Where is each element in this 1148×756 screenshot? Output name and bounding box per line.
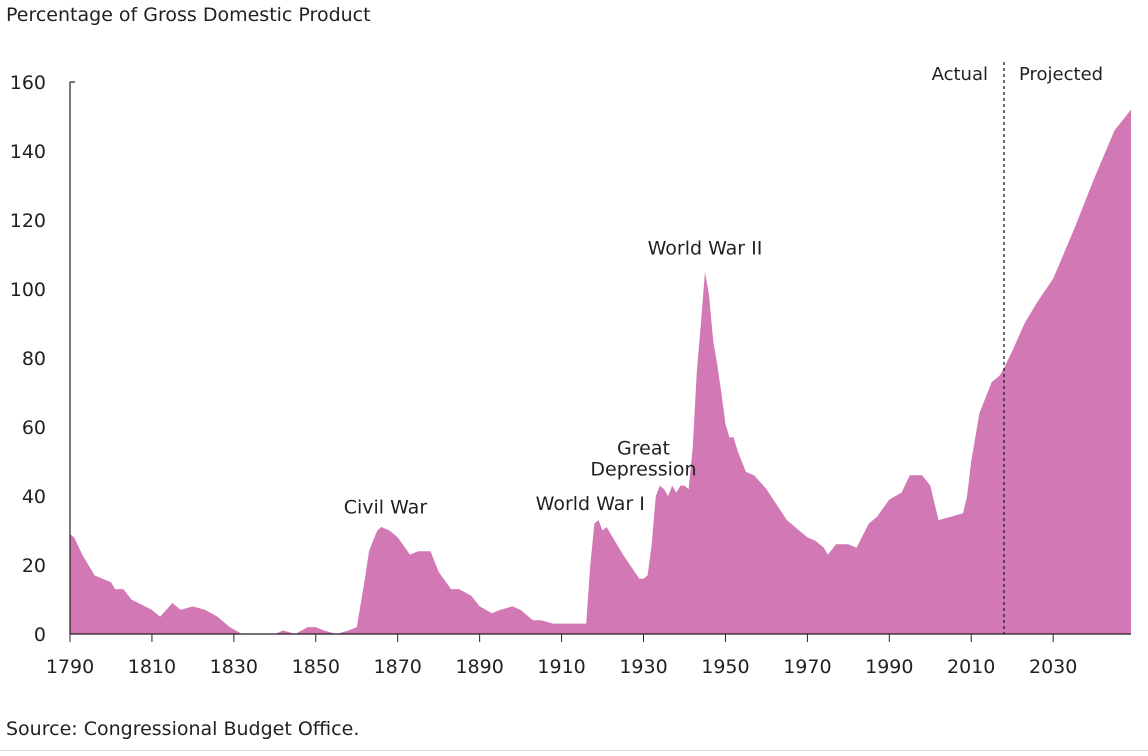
x-tick-label: 1790 (46, 656, 94, 678)
x-tick-label: 1850 (292, 656, 340, 678)
y-axis-label: Percentage of Gross Domestic Product (6, 4, 371, 26)
debt-area (70, 109, 1131, 635)
x-tick-label: 1910 (537, 656, 585, 678)
source-note: Source: Congressional Budget Office. (6, 718, 360, 740)
annotation-label: Great (617, 438, 670, 460)
x-tick-label: 1930 (619, 656, 667, 678)
y-tick-label: 0 (34, 624, 46, 646)
x-tick-label: 1810 (128, 656, 176, 678)
y-tick-label: 60 (22, 417, 46, 439)
projected-label: Projected (1019, 64, 1103, 85)
annotation-label: Depression (590, 458, 696, 480)
y-tick-label: 100 (10, 279, 46, 301)
y-tick-label: 80 (22, 348, 46, 370)
y-tick-label: 40 (22, 486, 46, 508)
x-tick-label: 1990 (865, 656, 913, 678)
x-tick-label: 2030 (1029, 656, 1077, 678)
x-tick-label: 1890 (455, 656, 503, 678)
y-tick-label: 160 (10, 72, 46, 94)
x-tick-label: 2010 (947, 656, 995, 678)
actual-label: Actual (932, 64, 988, 85)
x-tick-label: 1870 (374, 656, 422, 678)
y-tick-label: 120 (10, 210, 46, 232)
y-tick-label: 140 (10, 141, 46, 163)
annotation-label: Civil War (344, 496, 428, 518)
x-tick-label: 1970 (783, 656, 831, 678)
annotation-label: World War I (536, 493, 645, 515)
y-tick-label: 20 (22, 555, 46, 577)
annotation-label: World War II (648, 238, 763, 260)
bottom-rule (0, 750, 1148, 751)
x-tick-label: 1950 (701, 656, 749, 678)
x-tick-label: 1830 (210, 656, 258, 678)
